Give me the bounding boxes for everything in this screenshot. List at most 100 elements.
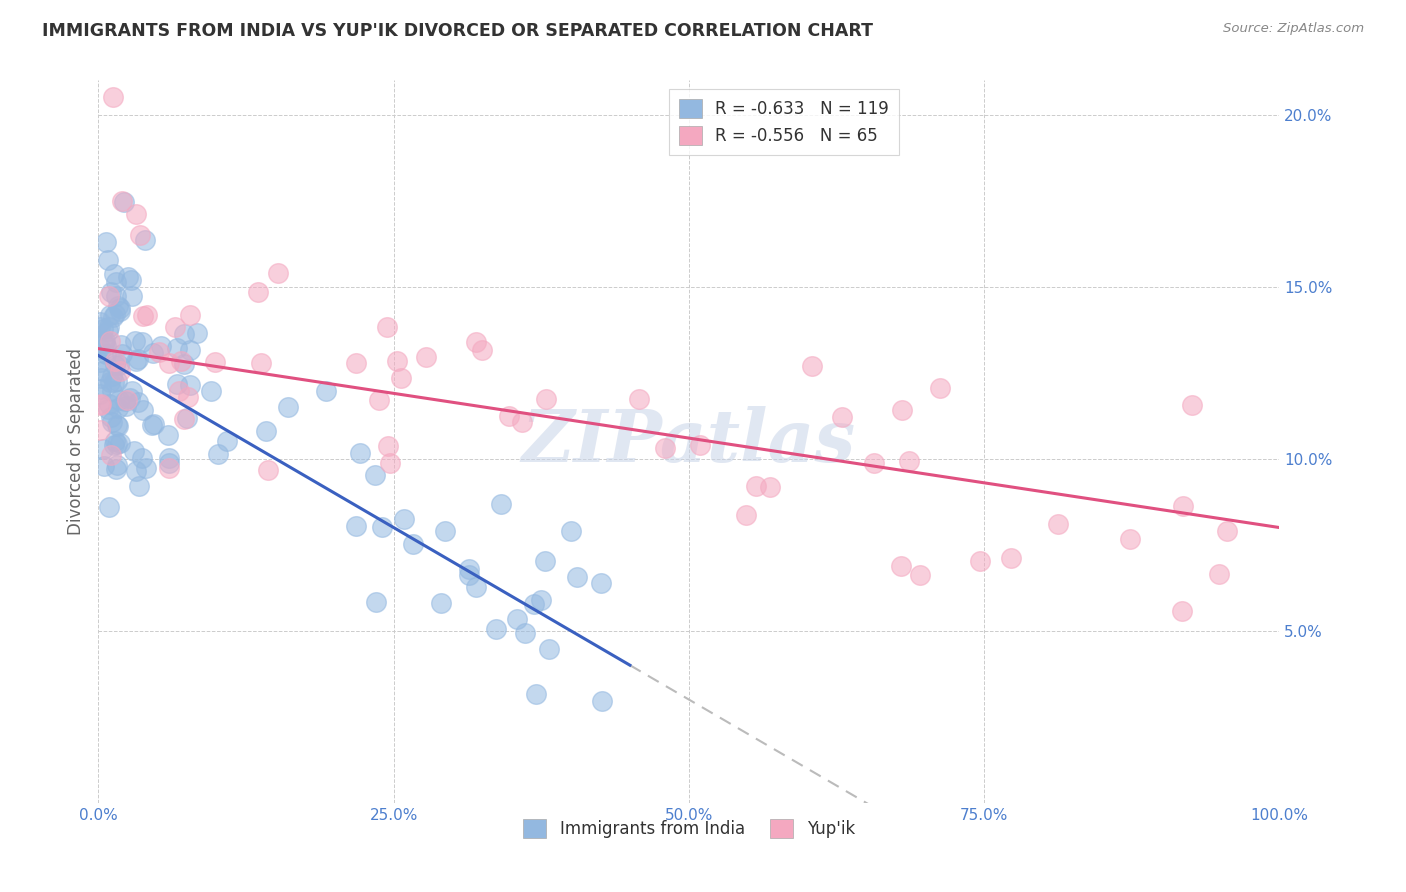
Point [105,458,128,473]
Point [250,356,273,370]
Point [387,354,409,368]
Point [101,415,124,429]
Point [537,641,560,656]
Point [204,354,226,368]
Point [132,309,155,323]
Point [1181,398,1204,412]
Point [104,354,127,368]
Point [120,273,142,287]
Point [91,364,114,378]
Point [654,441,676,455]
Point [97,289,120,303]
Point [125,464,148,478]
Point [98,397,121,411]
Point [1208,567,1230,582]
Point [277,400,299,414]
Point [127,395,149,409]
Point [104,462,127,476]
Point [173,357,195,371]
Point [524,687,547,701]
Point [457,562,479,576]
Text: ZIPatlas: ZIPatlas [522,406,856,477]
Point [364,468,387,483]
Legend: Immigrants from India, Yup'ik: Immigrants from India, Yup'ik [516,813,862,845]
Point [89,387,111,401]
Point [149,339,172,353]
Point [89,355,111,369]
Point [485,622,508,636]
Point [735,508,758,522]
Point [142,346,165,360]
Point [94,334,117,348]
Point [115,393,138,408]
Point [124,334,146,348]
Point [801,359,824,373]
Point [415,350,437,364]
Point [591,694,613,708]
Point [111,347,134,361]
Point [862,456,884,470]
Point [103,375,125,389]
Point [93,458,115,473]
Point [105,437,128,451]
Point [112,195,135,210]
Point [179,308,201,322]
Point [135,461,157,475]
Point [1119,532,1142,546]
Point [108,393,131,408]
Point [169,354,191,368]
Point [110,301,132,315]
Point [745,479,768,493]
Point [157,428,180,442]
Point [104,434,127,448]
Point [141,417,163,432]
Point [389,371,412,385]
Point [457,568,479,582]
Y-axis label: Divorced or Separated: Divorced or Separated [66,348,84,535]
Point [97,402,120,417]
Point [368,392,391,407]
Point [378,456,401,470]
Point [100,410,122,425]
Point [101,368,124,383]
Point [98,320,121,334]
Point [394,512,416,526]
Point [344,518,367,533]
Point [166,377,188,392]
Point [108,358,131,372]
Point [100,449,122,463]
Point [89,315,111,329]
Point [897,454,920,468]
Point [117,270,139,285]
Point [1173,500,1195,514]
Point [215,434,238,449]
Point [90,342,112,356]
Point [207,447,229,461]
Point [173,412,195,426]
Point [132,403,155,417]
Point [128,479,150,493]
Point [371,520,394,534]
Point [98,375,121,389]
Point [94,339,117,353]
Point [101,90,124,104]
Point [513,626,536,640]
Point [98,500,121,514]
Point [103,267,125,281]
Point [98,334,121,348]
Point [267,266,290,280]
Point [257,463,280,477]
Point [101,384,124,398]
Point [402,537,425,551]
Point [831,410,853,425]
Point [131,451,153,466]
Point [110,338,132,352]
Point [179,343,201,358]
Point [433,524,456,539]
Point [471,343,494,357]
Point [105,374,128,388]
Point [430,596,453,610]
Point [89,423,111,437]
Point [523,597,546,611]
Point [121,288,143,302]
